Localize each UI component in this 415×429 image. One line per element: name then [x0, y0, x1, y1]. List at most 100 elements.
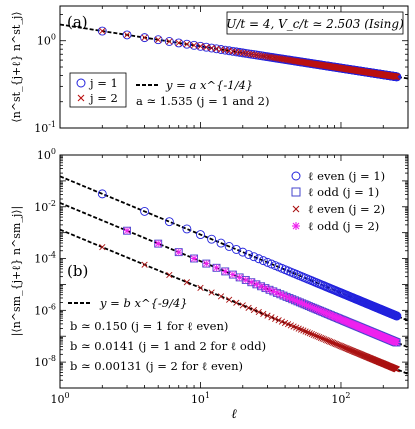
data-point	[283, 293, 291, 301]
data-point	[258, 256, 268, 266]
data-point	[229, 271, 237, 279]
series-x	[99, 244, 400, 373]
data-point	[153, 35, 163, 45]
data-point	[202, 260, 210, 268]
data-point	[314, 333, 321, 340]
legend-b-note-2: b ≃ 0.0141 (j = 1 and 2 for ℓ odd)	[70, 339, 266, 353]
data-point	[245, 304, 252, 311]
data-point	[250, 51, 258, 58]
data-point	[308, 330, 315, 338]
data-point	[272, 315, 279, 322]
legend-a-circle-marker	[76, 78, 86, 88]
legend-b-star-marker	[292, 222, 300, 230]
data-point	[261, 284, 269, 292]
data-point	[196, 41, 205, 51]
data-point	[249, 252, 259, 262]
data-point	[255, 308, 262, 316]
data-point	[190, 42, 198, 49]
data-point	[226, 296, 233, 303]
data-point	[216, 238, 226, 248]
data-point	[319, 335, 326, 342]
series-circle	[97, 189, 402, 321]
data-point	[252, 280, 260, 288]
data-point	[298, 299, 306, 307]
legend-b-x-marker	[292, 205, 300, 213]
legend-a-j2: j = 2	[88, 91, 118, 105]
data-point	[248, 51, 255, 58]
data-point	[331, 313, 339, 321]
y-tick-label: 10-8	[34, 354, 56, 369]
data-point	[164, 217, 174, 227]
data-point	[293, 297, 301, 305]
data-point	[323, 309, 331, 317]
data-point	[140, 33, 150, 43]
data-point	[393, 73, 400, 80]
data-point	[341, 317, 349, 325]
data-point	[99, 244, 106, 251]
data-point	[327, 311, 335, 319]
data-point	[154, 240, 162, 248]
y-tick-label: 10-1	[34, 120, 56, 135]
panel-a-annotation-box: U/t = 4, V_c/t ≃ 2.503 (Ising)	[226, 11, 404, 35]
data-point	[309, 304, 317, 312]
data-point	[182, 39, 192, 49]
y-tick-label: 10-6	[34, 302, 56, 317]
fit-line	[60, 23, 408, 80]
data-point	[260, 310, 267, 318]
data-point	[326, 311, 334, 319]
data-point	[141, 261, 148, 268]
data-point	[208, 44, 215, 52]
data-point	[182, 224, 192, 234]
data-point	[250, 306, 258, 314]
data-point	[207, 234, 217, 244]
data-point	[321, 336, 328, 343]
data-point	[99, 27, 106, 35]
legend-a-fit-label: y = a x^{-1/4}	[165, 78, 253, 92]
data-point	[296, 298, 304, 306]
data-point	[303, 301, 311, 309]
data-point	[318, 307, 326, 315]
legend-b-note-1: b ≃ 0.150 (j = 1 for ℓ even)	[70, 319, 228, 333]
data-point	[190, 254, 198, 262]
data-point	[336, 315, 344, 323]
data-point	[334, 314, 342, 322]
data-point	[393, 366, 400, 373]
data-point	[304, 329, 311, 336]
legend-a-j1: j = 1	[88, 76, 118, 90]
data-point	[263, 257, 272, 267]
legend-a-fit-note: a ≃ 1.535 (j = 1 and 2)	[136, 94, 269, 108]
data-point	[288, 295, 296, 303]
data-point	[312, 332, 319, 339]
data-point	[268, 314, 275, 321]
data-point	[175, 248, 183, 256]
data-point	[339, 316, 347, 324]
data-point	[254, 254, 264, 264]
panel-b-ylabel: |⟨n^sm_{j+ℓ} n^sm_j⟩|	[10, 206, 24, 337]
data-point	[217, 293, 225, 300]
panel-b-frame	[59, 154, 409, 389]
data-point	[310, 331, 317, 338]
data-point	[307, 303, 315, 311]
panel-b-label: (b)	[67, 262, 88, 280]
data-point	[242, 276, 250, 284]
data-point	[306, 330, 313, 337]
y-tick-label: 100	[37, 33, 56, 48]
x-tick-label: 102	[331, 391, 350, 406]
data-point	[257, 282, 265, 290]
y-tick-label: 100	[37, 147, 56, 162]
y-tick-label: 10-4	[34, 251, 56, 266]
data-point	[317, 334, 325, 341]
data-point	[247, 278, 255, 286]
data-point	[155, 36, 162, 43]
data-point	[175, 39, 182, 47]
x-tick-label: 101	[191, 391, 210, 406]
data-point	[203, 44, 210, 51]
panel-b: 10-8 10-6 10-4 10-2 100 100 101 102 (b) |⟨n^sm_…	[10, 147, 409, 422]
legend-a-x-marker	[77, 94, 85, 102]
data-point	[140, 206, 150, 216]
data-point	[183, 41, 190, 48]
data-point	[291, 296, 299, 304]
panel-a-legend: j = 1 j = 2	[69, 72, 127, 108]
data-point	[141, 34, 148, 41]
y-tick-label: 10-2	[34, 199, 56, 214]
